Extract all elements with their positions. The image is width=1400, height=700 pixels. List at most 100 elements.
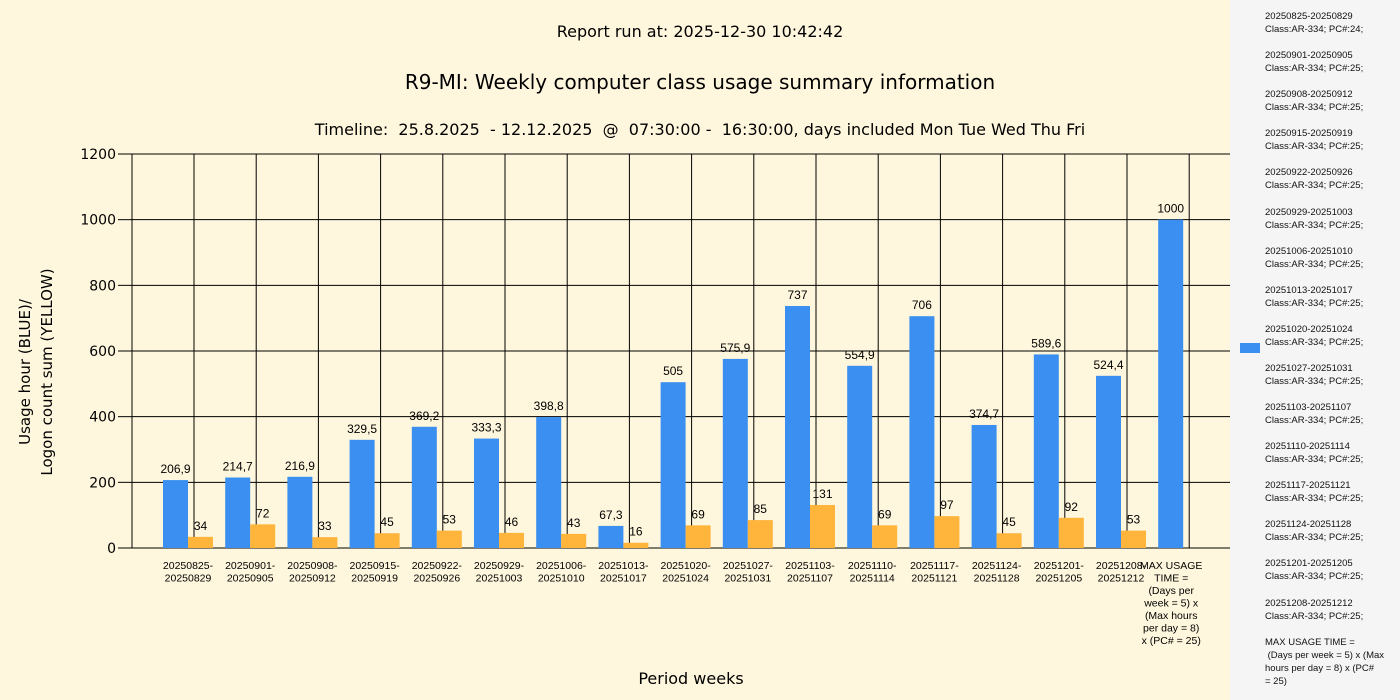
legend-item-line: Class:AR-334; PC#:25; — [1265, 336, 1364, 348]
x-tick-label: 20251208-20251212 — [1096, 560, 1147, 585]
bar-logon-count — [436, 530, 462, 548]
y-tick-label: 1000 — [80, 213, 116, 229]
legend-item-line: MAX USAGE TIME = — [1265, 636, 1355, 648]
legend-item-line: 20251013-20251017 — [1265, 284, 1353, 296]
legend-item-line: hours per day = 8) x (PC# — [1265, 662, 1375, 674]
x-tick-label: 20251013-20251017 — [598, 560, 649, 585]
bar-label-usage-hours: 737 — [787, 288, 807, 302]
legend-item-line: 20250922-20250926 — [1265, 167, 1353, 179]
bar-usage-hours — [1033, 354, 1059, 548]
legend-item-line: 20250901-20250905 — [1265, 50, 1353, 62]
bar-logon-count — [188, 536, 213, 548]
bar-logon-count — [312, 537, 338, 548]
legend-item-line: 20251006-20251010 — [1265, 245, 1353, 257]
bar-label-logon-count: 131 — [812, 487, 832, 501]
x-tick-label: 20250901-20250905 — [225, 560, 276, 585]
legend-item-line: (Days per week = 5) x (Max — [1265, 649, 1385, 661]
legend-item-line: Class:AR-334; PC#:25; — [1265, 180, 1364, 192]
legend-item-line: 20251201-20251205 — [1265, 558, 1353, 570]
bar-usage-hours — [1158, 219, 1184, 548]
bar-label-usage-hours: 554,9 — [845, 348, 875, 362]
legend-item: 20251110-20251114 Class:AR-334; PC#:25; — [1265, 440, 1397, 466]
x-tick-label: 20250825-20250829 — [163, 560, 214, 585]
legend-item: 20250825-20250829 Class:AR-334; PC#:24; — [1265, 10, 1397, 36]
x-axis-label: Period weeks — [638, 669, 744, 688]
legend-panel: 20250825-20250829 Class:AR-334; PC#:24; 20… — [1230, 0, 1400, 700]
bar-label-usage-hours: 329,5 — [347, 422, 377, 436]
legend-item: 20251124-20251128 Class:AR-334; PC#:25; — [1265, 518, 1397, 544]
legend-item-line: Class:AR-334; PC#:25; — [1265, 102, 1364, 114]
legend-item: MAX USAGE TIME = (Days per week = 5) x (… — [1265, 636, 1397, 688]
legend-item: 20250922-20250926 Class:AR-334; PC#:25; — [1265, 166, 1397, 192]
bar-usage-hours — [971, 424, 997, 548]
bar-usage-hours — [722, 358, 748, 548]
x-tick-label: MAX USAGE TIME = (Days per week = 5) x (Max … — [1140, 560, 1202, 647]
legend-swatch-blue — [1240, 343, 1260, 353]
legend-item-line: 20250915-20250919 — [1265, 128, 1353, 140]
y-tick-label: 400 — [89, 410, 116, 426]
legend-item-line: 20251208-20251212 — [1265, 597, 1353, 609]
legend-item-line: Class:AR-334; PC#:25; — [1265, 532, 1364, 544]
bar-label-logon-count: 69 — [691, 507, 705, 521]
bar-label-usage-hours: 374,7 — [969, 407, 999, 421]
bar-label-logon-count: 45 — [1002, 515, 1016, 529]
chart-title: R9-MI: Weekly computer class usage summa… — [404, 70, 996, 94]
legend-item-line: Class:AR-334; PC#:25; — [1265, 415, 1364, 426]
bar-logon-count — [934, 516, 960, 548]
x-tick-label: 20251103-20251107 — [785, 560, 835, 585]
legend-item: 20250929-20251003 Class:AR-334; PC#:25; — [1265, 206, 1397, 232]
bar-label-logon-count: 46 — [505, 515, 519, 529]
x-tick-label: 20251201-20251205 — [1034, 560, 1085, 585]
bar-label-usage-hours: 1000 — [1157, 202, 1184, 216]
x-tick-label: 20250922-20250926 — [412, 560, 463, 585]
legend-item-line: Class:AR-334; PC#:25; — [1265, 571, 1364, 583]
legend-item-line: Class:AR-334; PC#:25; — [1265, 258, 1364, 270]
legend-item-line: 20250908-20250912 — [1265, 89, 1353, 101]
y-tick-label: 0 — [107, 541, 116, 557]
legend-item-line: 20251020-20251024 — [1265, 323, 1353, 335]
plot-area — [0, 0, 1230, 700]
bar-label-logon-count: 34 — [194, 519, 208, 533]
bar-usage-hours — [847, 365, 873, 548]
legend-item-line: Class:AR-334; PC#:25; — [1265, 219, 1364, 231]
y-tick-label: 1200 — [80, 147, 116, 163]
bar-label-usage-hours: 206,9 — [160, 462, 190, 476]
bar-label-logon-count: 53 — [443, 513, 457, 527]
bar-label-logon-count: 69 — [878, 507, 892, 521]
legend-item: 20251117-20251121 Class:AR-334; PC#:25; — [1265, 479, 1397, 505]
bar-logon-count — [623, 542, 649, 548]
legend-item: 20250915-20250919 Class:AR-334; PC#:25; — [1265, 127, 1397, 153]
x-tick-label: 20251006-20251010 — [536, 560, 587, 585]
bar-logon-count — [810, 504, 835, 548]
legend-item-line: 20251124-20251128 — [1265, 519, 1352, 531]
legend-item-line: 20250825-20250829 — [1265, 11, 1353, 22]
bar-usage-hours — [785, 306, 810, 548]
bar-label-logon-count: 53 — [1127, 513, 1141, 527]
legend-item: 20251201-20251205 Class:AR-334; PC#:25; — [1265, 557, 1397, 583]
bar-logon-count — [499, 532, 524, 548]
x-tick-label: 20251020-20251024 — [660, 560, 711, 585]
legend-item-line: Class:AR-334; PC#:25; — [1265, 493, 1364, 505]
y-tick-label: 600 — [89, 344, 116, 360]
bar-usage-hours — [411, 426, 437, 548]
bar-label-logon-count: 85 — [754, 502, 768, 516]
bar-logon-count — [1058, 517, 1084, 548]
bar-label-logon-count: 16 — [629, 525, 643, 539]
legend-item-line: 20250929-20251003 — [1265, 206, 1353, 218]
bar-label-logon-count: 43 — [567, 516, 581, 530]
bar-logon-count — [561, 533, 587, 548]
timeline-subtitle: Timeline: 25.8.2025 - 12.12.2025 @ 07:30… — [314, 120, 1086, 139]
bar-label-logon-count: 92 — [1065, 500, 1079, 514]
bar-logon-count — [250, 524, 276, 548]
legend-item: 20251006-20251010 Class:AR-334; PC#:25; — [1265, 245, 1397, 271]
bar-label-usage-hours: 575,9 — [720, 341, 750, 355]
legend-item-line: Class:AR-334; PC#:25; — [1265, 297, 1364, 309]
legend-item-line: 20251027-20251031 — [1265, 362, 1353, 374]
bar-usage-hours — [660, 382, 686, 548]
legend-item-line: = 25) — [1265, 675, 1287, 687]
x-tick-label: 20251110-20251114 — [848, 560, 897, 585]
bar-label-usage-hours: 369,2 — [409, 409, 439, 423]
legend-item-line: Class:AR-334; PC#:25; — [1265, 454, 1364, 466]
bar-label-usage-hours: 67,3 — [599, 508, 623, 522]
bar-chart: 0 200 400 600 800 1000 1200 206,9 34 20250825-202… — [80, 147, 1230, 647]
